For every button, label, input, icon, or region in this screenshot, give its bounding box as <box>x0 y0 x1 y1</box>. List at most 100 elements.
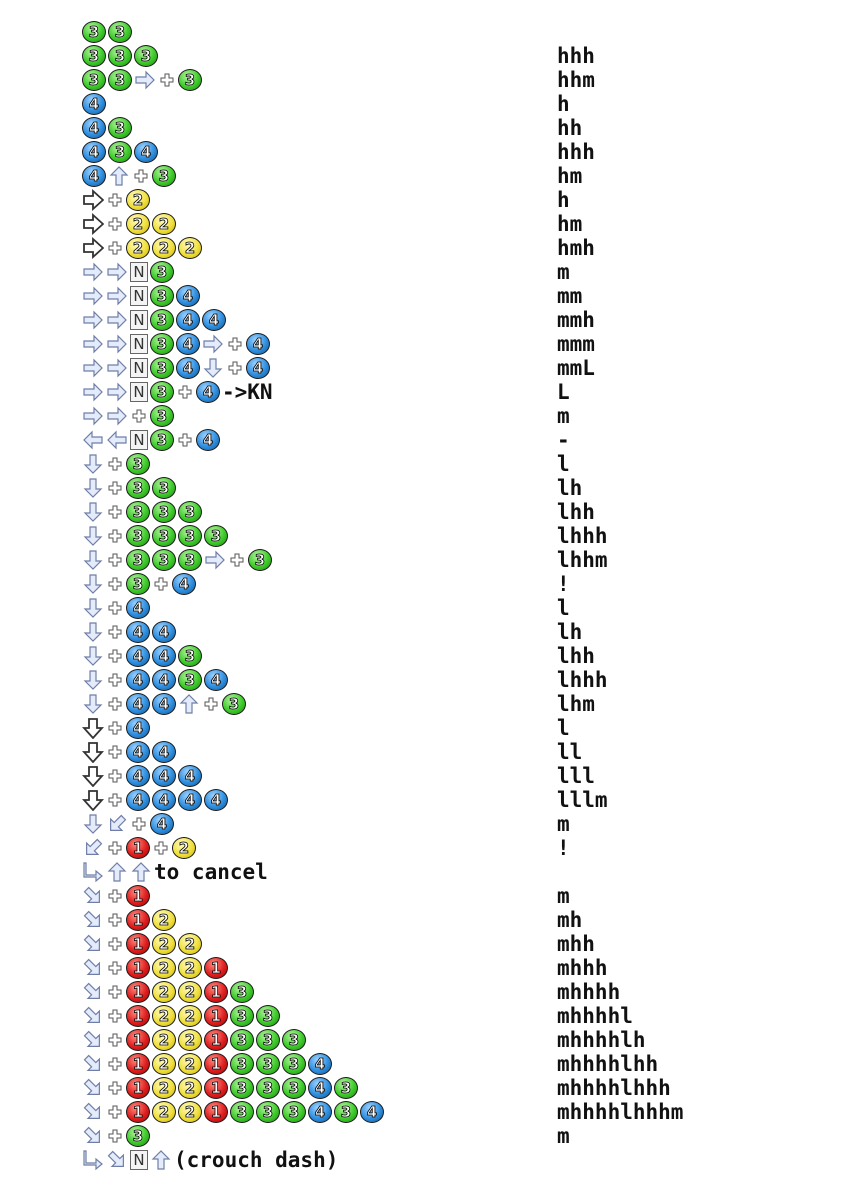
plus-icon <box>108 1033 122 1047</box>
button-3-icon: 3 <box>82 21 106 43</box>
button-2-icon: 2 <box>152 957 176 979</box>
button-3-icon: 3 <box>282 1029 306 1051</box>
move-row: N 3 4 4 mmm <box>82 332 822 356</box>
button-2-icon: 2 <box>152 1101 176 1123</box>
move-command: 2 <box>82 188 150 212</box>
hit-levels: lhm <box>557 692 595 716</box>
down-forward-arrow-icon <box>83 958 100 975</box>
button-4-icon: 4 <box>126 693 150 715</box>
move-row: 3 4! <box>82 572 822 596</box>
down-arrow-icon <box>83 502 103 522</box>
button-1-icon: 1 <box>204 1005 228 1027</box>
button-3-icon: 3 <box>108 117 132 139</box>
move-row: 1 2 2 1 mhhh <box>82 956 822 980</box>
plus-icon <box>108 769 122 783</box>
button-3-icon: 3 <box>178 501 202 523</box>
hit-levels: hm <box>557 164 583 188</box>
button-2-icon: 2 <box>152 1053 176 1075</box>
plus-icon <box>108 697 122 711</box>
move-command: 4 <box>82 92 106 116</box>
hit-levels: mmL <box>557 356 595 380</box>
move-row: 4 3 hh <box>82 116 822 140</box>
down-arrow-icon <box>83 574 103 594</box>
hit-levels: m <box>557 1124 570 1148</box>
forward-arrow-icon <box>205 550 225 570</box>
down-forward-arrow-icon <box>83 982 100 999</box>
button-2-icon: 2 <box>178 1101 202 1123</box>
button-3-icon: 3 <box>178 525 202 547</box>
move-row: 4 4 ll <box>82 740 822 764</box>
forward-arrow-icon <box>107 310 127 330</box>
move-row: 1 2 2 1 3 3 3 4 3 mhhhhlhhh <box>82 1076 822 1100</box>
hit-levels: mhh <box>557 932 595 956</box>
move-row: 1 2 2 mhh <box>82 932 822 956</box>
button-4-icon: 4 <box>308 1077 332 1099</box>
hit-levels: lhh <box>557 644 595 668</box>
down-arrow-icon <box>83 598 103 618</box>
button-1-icon: 1 <box>126 1029 150 1051</box>
hit-levels: mhhhhlhhh <box>557 1076 671 1100</box>
hit-levels: mhhhhl <box>557 1004 633 1028</box>
plus-icon <box>228 337 242 351</box>
button-1-icon: 1 <box>204 1029 228 1051</box>
down-forward-arrow-icon <box>83 1054 100 1071</box>
hit-levels: hh <box>557 116 583 140</box>
button-3-icon: 3 <box>282 1053 306 1075</box>
move-command: 1 <box>82 884 150 908</box>
button-3-icon: 3 <box>134 45 158 67</box>
neutral-icon: N <box>130 286 148 306</box>
button-1-icon: 1 <box>204 1053 228 1075</box>
hit-levels: ! <box>557 572 570 596</box>
button-4-icon: 4 <box>196 429 220 451</box>
button-3-icon: 3 <box>150 261 174 283</box>
button-2-icon: 2 <box>152 981 176 1003</box>
button-4-icon: 4 <box>246 357 270 379</box>
button-3-icon: 3 <box>256 1053 280 1075</box>
down-back-arrow-icon <box>86 838 103 855</box>
button-4-icon: 4 <box>82 117 106 139</box>
move-row: 4 4 3 lhm <box>82 692 822 716</box>
return-arrow-icon <box>83 1150 103 1171</box>
button-3-icon: 3 <box>152 525 176 547</box>
button-4-icon: 4 <box>172 573 196 595</box>
button-3-icon: 3 <box>126 525 150 547</box>
forward-arrow-icon <box>107 406 127 426</box>
move-row: N (crouch dash) <box>82 1148 822 1172</box>
plus-icon <box>108 481 122 495</box>
button-3-icon: 3 <box>82 69 106 91</box>
plus-icon <box>108 1129 122 1143</box>
plus-icon <box>108 601 122 615</box>
down-arrow-icon <box>83 622 103 642</box>
button-1-icon: 1 <box>204 957 228 979</box>
move-row: 4 4 4 lll <box>82 764 822 788</box>
button-1-icon: 1 <box>126 1053 150 1075</box>
button-3-icon: 3 <box>108 21 132 43</box>
plus-icon <box>108 937 122 951</box>
button-4-icon: 4 <box>126 741 150 763</box>
move-row: 2 2 hm <box>82 212 822 236</box>
hit-levels: l <box>557 596 570 620</box>
button-3-icon: 3 <box>108 69 132 91</box>
hit-levels: lhhm <box>557 548 608 572</box>
command-note: to cancel <box>154 860 268 884</box>
button-1-icon: 1 <box>126 1005 150 1027</box>
button-3-icon: 3 <box>126 477 150 499</box>
down-arrow-icon <box>83 670 103 690</box>
forward-arrow-icon <box>83 286 103 306</box>
button-4-icon: 4 <box>152 693 176 715</box>
button-4-icon: 4 <box>82 141 106 163</box>
